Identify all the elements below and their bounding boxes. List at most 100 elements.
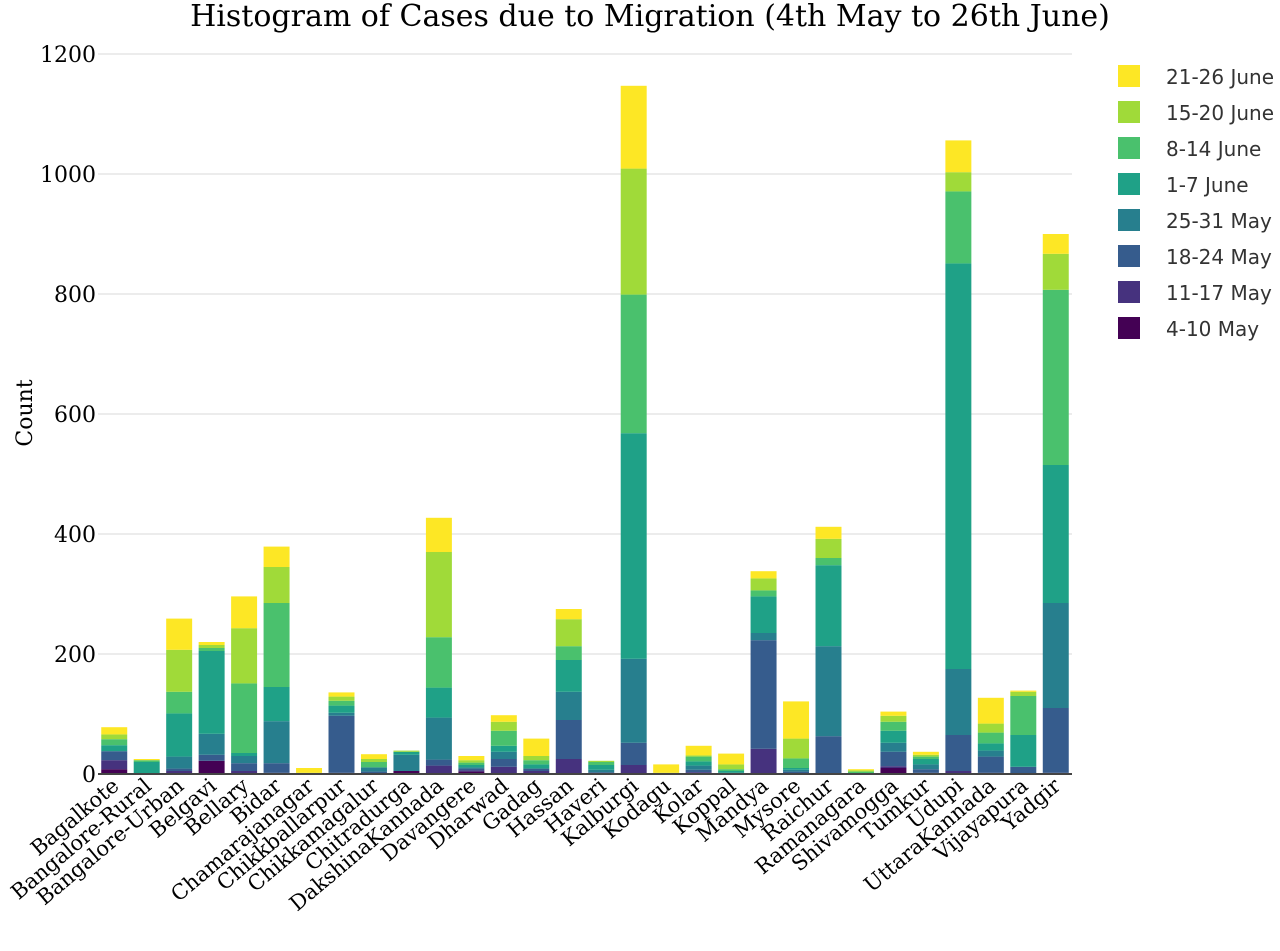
- bar-segment: [718, 753, 745, 765]
- legend-swatch[interactable]: [1118, 173, 1140, 195]
- bar-segment: [393, 771, 420, 774]
- bar-segment: [945, 172, 972, 192]
- bar-segment: [815, 526, 842, 539]
- bar-segment: [555, 609, 582, 620]
- bar-segment: [328, 705, 355, 713]
- legend-swatch[interactable]: [1118, 65, 1140, 87]
- bar-segment: [653, 764, 680, 773]
- bar-segment: [360, 759, 387, 762]
- bar-segment: [490, 730, 517, 746]
- bar-segment: [620, 85, 647, 169]
- bar-segment: [685, 755, 712, 757]
- bar-segment: [685, 761, 712, 766]
- bar-segment: [198, 642, 225, 645]
- bar-segment: [880, 730, 907, 743]
- bar-segment: [1042, 289, 1069, 465]
- legend-label[interactable]: 15-20 June: [1166, 101, 1274, 125]
- bar-segment: [425, 717, 452, 760]
- bar-segment: [588, 769, 615, 773]
- bar-segment: [783, 771, 810, 774]
- legend-swatch[interactable]: [1118, 245, 1140, 267]
- bar-segment: [490, 766, 517, 774]
- legend-label[interactable]: 11-17 May: [1166, 281, 1272, 305]
- bar-segment: [458, 760, 485, 763]
- bar-segment: [912, 764, 939, 770]
- bar-segment: [555, 660, 582, 692]
- bar-segment: [620, 765, 647, 774]
- bar-segment: [101, 769, 128, 774]
- bar-segment: [783, 758, 810, 768]
- bar-segment: [1010, 691, 1037, 696]
- bar-segment: [750, 640, 777, 749]
- bar-segment: [263, 546, 290, 567]
- bar-segment: [360, 762, 387, 768]
- bar-segment: [1042, 708, 1069, 773]
- legend-swatch[interactable]: [1118, 101, 1140, 123]
- bar-segment: [198, 651, 225, 734]
- legend[interactable]: 21-26 June 15-20 June 8-14 June 1-7 June 25-…: [1118, 65, 1274, 341]
- bar-segment: [231, 763, 258, 771]
- bars: [101, 85, 1069, 774]
- bar-segment: [523, 768, 550, 771]
- bar-segment: [620, 658, 647, 743]
- bar-segment: [815, 565, 842, 647]
- bar-segment: [425, 637, 452, 688]
- legend-swatch[interactable]: [1118, 137, 1140, 159]
- bar-segment: [620, 168, 647, 295]
- bar-segment: [523, 756, 550, 761]
- bar-segment: [263, 687, 290, 722]
- y-tick-label: 600: [54, 403, 96, 428]
- bar-segment: [458, 756, 485, 761]
- bar-segment: [101, 727, 128, 735]
- bar-segment: [393, 754, 420, 771]
- legend-label[interactable]: 25-31 May: [1166, 209, 1272, 233]
- bar-segment: [360, 767, 387, 772]
- bar-segment: [425, 765, 452, 774]
- bar-segment: [133, 759, 160, 761]
- bar-segment: [977, 697, 1004, 724]
- bar-segment: [815, 538, 842, 558]
- bar-segment: [880, 766, 907, 768]
- bar-segment: [231, 756, 258, 764]
- bar-segment: [523, 771, 550, 774]
- y-tick-label: 800: [54, 283, 96, 308]
- bar-segment: [977, 732, 1004, 744]
- bar-segment: [490, 721, 517, 731]
- y-tick-label: 400: [54, 523, 96, 548]
- bar-segment: [1042, 234, 1069, 254]
- legend-swatch[interactable]: [1118, 209, 1140, 231]
- bar-segment: [783, 738, 810, 759]
- legend-label[interactable]: 4-10 May: [1166, 317, 1259, 341]
- legend-swatch[interactable]: [1118, 317, 1140, 339]
- bar-segment: [490, 759, 517, 767]
- legend-label[interactable]: 8-14 June: [1166, 137, 1261, 161]
- bar-segment: [685, 745, 712, 756]
- legend-swatch[interactable]: [1118, 281, 1140, 303]
- legend-label[interactable]: 21-26 June: [1166, 65, 1274, 89]
- bar-segment: [977, 756, 1004, 773]
- bar-segment: [360, 754, 387, 759]
- legend-label[interactable]: 1-7 June: [1166, 173, 1249, 197]
- bar-segment: [490, 715, 517, 722]
- bar-segment: [1010, 766, 1037, 774]
- bar-segment: [458, 762, 485, 765]
- bar-segment: [945, 771, 972, 774]
- bar-segment: [912, 751, 939, 755]
- bar-segment: [1042, 253, 1069, 290]
- bar-segment: [166, 768, 193, 771]
- bar-segment: [133, 762, 160, 774]
- bar-segment: [620, 433, 647, 659]
- bar-segment: [490, 745, 517, 752]
- bar-segment: [620, 294, 647, 434]
- bar-segment: [1042, 603, 1069, 708]
- bar-segment: [328, 715, 355, 773]
- bar-segment: [880, 742, 907, 752]
- bar-segment: [847, 770, 874, 772]
- y-axis-ticks: 0 200 400 600 800 1000 1200: [40, 43, 96, 788]
- bar-segment: [750, 596, 777, 633]
- bar-segment: [328, 712, 355, 716]
- bar-segment: [945, 735, 972, 771]
- legend-label[interactable]: 18-24 May: [1166, 245, 1272, 269]
- bar-segment: [231, 683, 258, 753]
- bar-segment: [718, 771, 745, 773]
